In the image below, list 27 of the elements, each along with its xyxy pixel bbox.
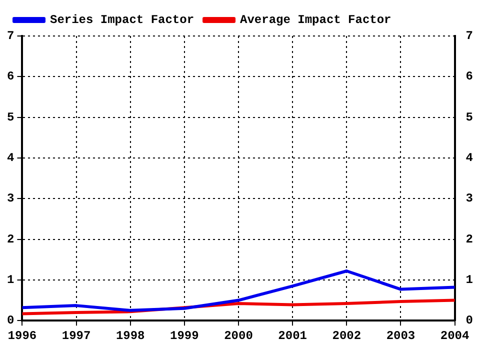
x-tick-label: 2003	[386, 328, 416, 343]
y-tick-label: 7	[7, 29, 14, 44]
legend-label: Series Impact Factor	[50, 13, 194, 28]
y-tick-label: 6	[7, 70, 14, 84]
y-tick-label: 0	[7, 314, 14, 328]
y-tick-label: 2	[7, 232, 14, 246]
y-tick-label: 1	[7, 272, 14, 287]
y2-tick-label: 1	[466, 272, 473, 287]
y2-tick-label: 3	[466, 192, 473, 206]
x-tick-label: 1997	[62, 328, 91, 343]
y2-tick-label: 0	[466, 314, 473, 328]
x-tick-label: 1996	[8, 328, 37, 343]
x-tick-label: 2000	[224, 328, 253, 343]
x-tick-label: 1998	[116, 328, 145, 343]
y2-tick-label: 2	[466, 232, 473, 246]
y-tick-label: 4	[7, 150, 14, 165]
x-tick-label: 2001	[278, 328, 307, 343]
y2-tick-label: 4	[466, 150, 473, 165]
y2-tick-label: 5	[466, 110, 473, 124]
legend-label: Average Impact Factor	[240, 13, 392, 28]
y-tick-label: 5	[7, 110, 14, 124]
y2-tick-label: 6	[466, 70, 473, 84]
x-tick-label: 2002	[332, 328, 362, 343]
x-tick-label: 2004	[440, 328, 470, 343]
y-tick-label: 3	[7, 192, 14, 206]
y2-tick-label: 7	[466, 29, 473, 44]
x-tick-label: 1999	[170, 328, 199, 343]
